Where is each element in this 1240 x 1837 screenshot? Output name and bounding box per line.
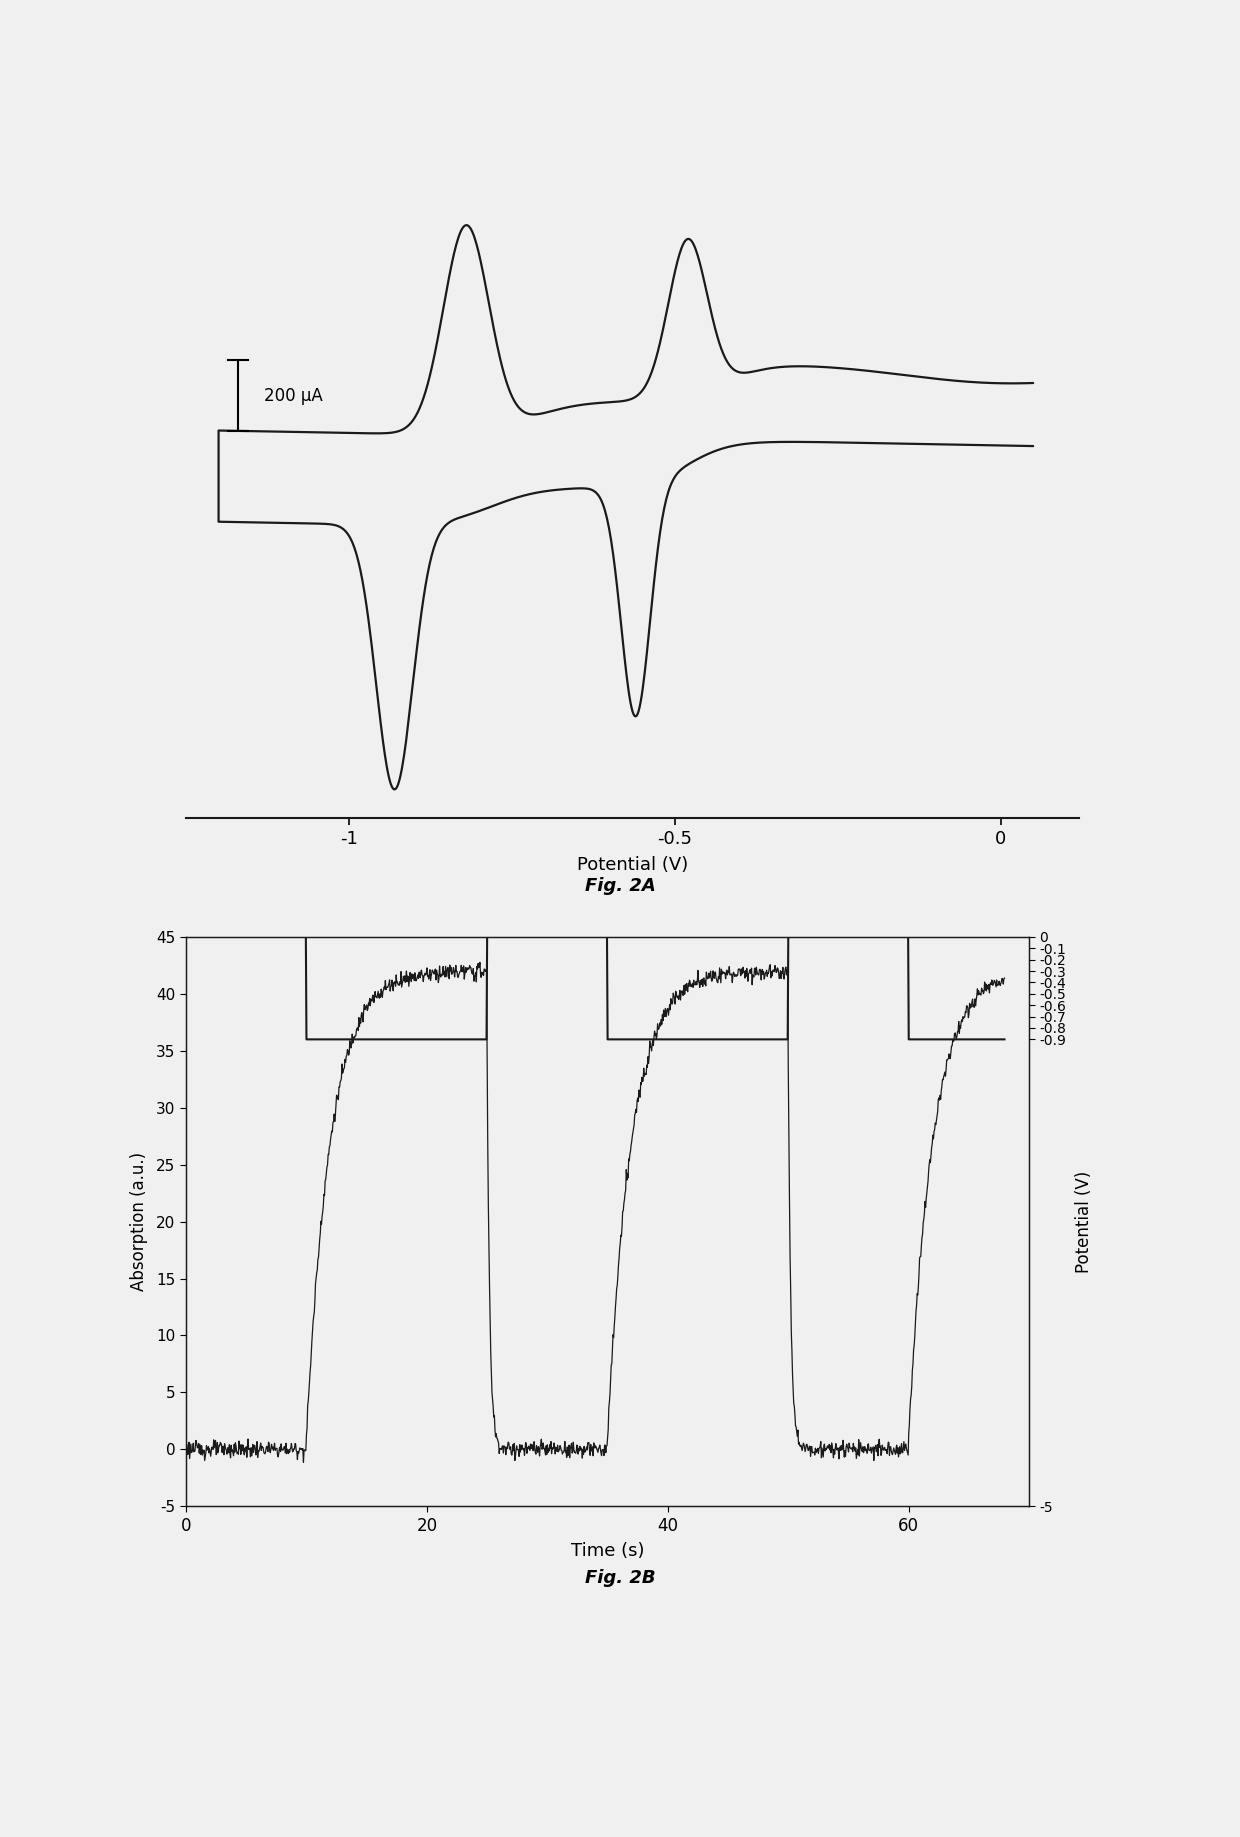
Y-axis label: Absorption (a.u.): Absorption (a.u.) — [130, 1152, 148, 1291]
Y-axis label: Potential (V): Potential (V) — [1075, 1170, 1092, 1273]
X-axis label: Potential (V): Potential (V) — [577, 856, 688, 874]
Text: Fig. 2B: Fig. 2B — [585, 1569, 655, 1587]
X-axis label: Time (s): Time (s) — [570, 1541, 645, 1560]
Text: Fig. 2A: Fig. 2A — [584, 876, 656, 895]
Text: 200 μA: 200 μA — [264, 388, 322, 404]
